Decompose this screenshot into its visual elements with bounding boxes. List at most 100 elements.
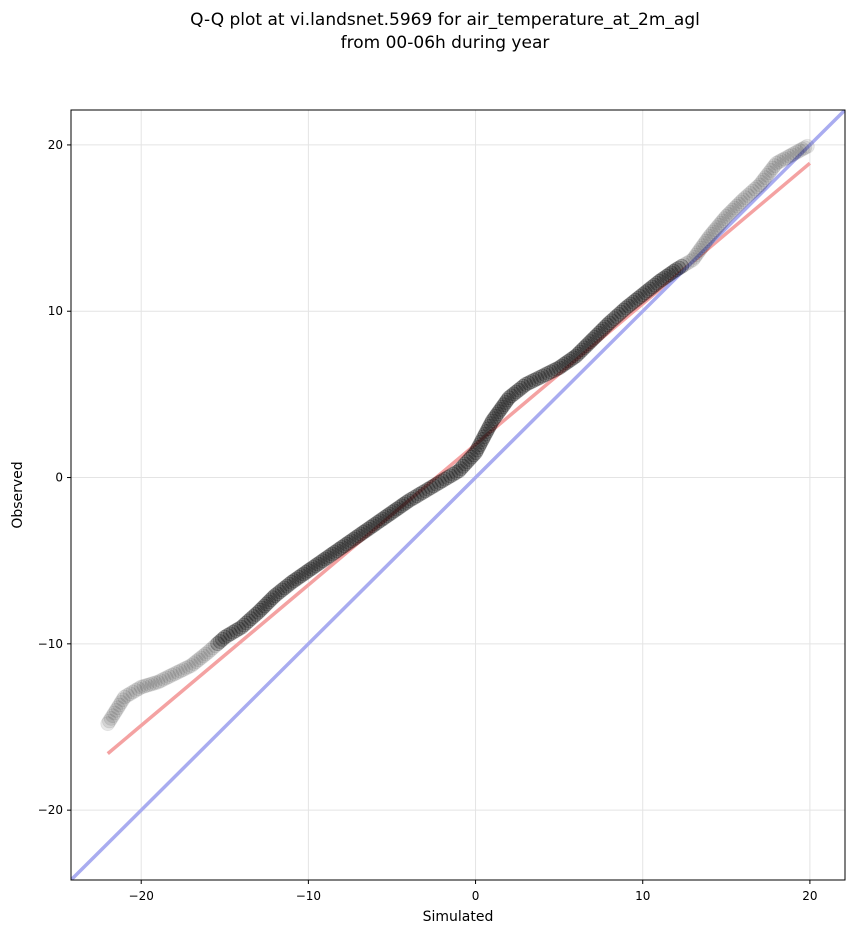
quantile-point-296 xyxy=(779,150,795,165)
quantile-point-41 xyxy=(200,644,216,660)
quantile-point-57 xyxy=(241,613,257,629)
y-tick-label-3: 10 xyxy=(48,304,63,318)
quantile-point-193 xyxy=(554,358,569,374)
quantile-point-16 xyxy=(133,679,149,695)
quantile-point-143 xyxy=(451,463,467,479)
quantile-point-279 xyxy=(742,185,758,201)
quantile-point-40 xyxy=(198,646,214,662)
quantile-point-93 xyxy=(324,546,340,562)
quantile-point-108 xyxy=(360,521,376,537)
quantile-point-263 xyxy=(709,220,725,235)
quantile-point-15 xyxy=(131,681,146,697)
quantile-point-20 xyxy=(144,676,160,692)
quantile-point-3 xyxy=(105,708,121,724)
quantile-point-36 xyxy=(188,654,204,670)
quantile-point-114 xyxy=(375,511,390,527)
quantile-point-283 xyxy=(752,177,768,193)
quantile-point-150 xyxy=(466,447,481,463)
quantile-point-127 xyxy=(406,490,422,505)
quantile-point-28 xyxy=(167,666,183,682)
quantile-point-155 xyxy=(473,434,489,450)
quantile-point-69 xyxy=(267,588,283,604)
quantile-point-180 xyxy=(518,377,534,392)
quantile-points xyxy=(100,138,815,732)
x-axis-label: Simulated xyxy=(423,909,494,925)
quantile-point-247 xyxy=(679,255,695,271)
quantile-point-78 xyxy=(289,571,304,587)
quantile-point-167 xyxy=(491,404,507,420)
quantile-point-48 xyxy=(217,629,233,645)
quantile-point-76 xyxy=(284,574,300,590)
quantile-point-92 xyxy=(322,548,338,564)
quantile-point-30 xyxy=(172,663,188,679)
quantile-point-130 xyxy=(415,485,431,500)
quantile-point-214 xyxy=(599,317,615,333)
quantile-point-242 xyxy=(666,263,682,279)
quantile-point-265 xyxy=(713,215,729,231)
quantile-point-31 xyxy=(175,662,191,678)
quantile-point-84 xyxy=(303,561,319,577)
quantile-point-237 xyxy=(654,272,670,288)
quantile-point-229 xyxy=(635,287,651,303)
chart-title-line-1: Q-Q plot at vi.landsnet.5969 for air_tem… xyxy=(190,10,700,30)
quantile-point-99 xyxy=(339,536,354,552)
quantile-point-238 xyxy=(656,270,672,286)
quantile-point-47 xyxy=(215,631,230,647)
chart-title-line-2: from 00-06h during year xyxy=(341,33,550,53)
quantile-point-246 xyxy=(677,257,692,273)
quantile-point-104 xyxy=(351,528,366,544)
quantile-point-70 xyxy=(269,586,285,602)
quantile-point-254 xyxy=(693,240,709,256)
quantile-point-154 xyxy=(472,437,488,453)
quantile-point-244 xyxy=(671,260,687,276)
quantile-point-177 xyxy=(511,382,526,398)
quantile-point-165 xyxy=(488,408,504,424)
quantile-point-50 xyxy=(222,626,238,642)
quantile-point-248 xyxy=(682,253,698,269)
quantile-point-134 xyxy=(426,478,442,494)
quantile-point-117 xyxy=(382,506,397,522)
y-tick-label-2: 0 xyxy=(55,471,63,485)
quantile-point-87 xyxy=(310,556,326,572)
quantile-point-211 xyxy=(593,323,609,339)
quantile-point-170 xyxy=(496,397,512,413)
quantile-point-240 xyxy=(661,267,677,283)
quantile-point-13 xyxy=(125,684,141,700)
quantile-point-304 xyxy=(799,138,815,154)
series-layer xyxy=(71,110,845,880)
quantile-point-110 xyxy=(365,518,381,534)
quantile-point-18 xyxy=(139,678,155,693)
quantile-point-200 xyxy=(570,346,586,362)
quantile-point-275 xyxy=(733,194,749,210)
quantile-point-68 xyxy=(265,590,281,606)
quantile-point-196 xyxy=(561,353,577,369)
quantile-point-21 xyxy=(147,675,163,691)
quantile-point-94 xyxy=(327,544,343,560)
quantile-point-103 xyxy=(348,530,364,545)
quantile-point-55 xyxy=(236,617,252,633)
quantile-point-65 xyxy=(259,596,274,612)
reference-line-1 xyxy=(71,110,845,880)
quantile-point-26 xyxy=(161,669,177,684)
quantile-point-182 xyxy=(523,374,539,390)
quantile-point-235 xyxy=(649,275,665,291)
quantile-point-122 xyxy=(394,498,409,514)
quantile-point-6 xyxy=(110,700,126,716)
quantile-point-169 xyxy=(494,399,510,415)
quantile-point-139 xyxy=(440,470,456,485)
quantile-point-46 xyxy=(212,634,228,649)
quantile-point-171 xyxy=(498,394,514,410)
quantile-point-35 xyxy=(186,656,202,671)
quantile-point-183 xyxy=(526,372,542,388)
quantile-point-100 xyxy=(341,534,357,550)
quantile-point-79 xyxy=(291,569,307,585)
quantile-point-221 xyxy=(616,302,632,318)
quantile-point-285 xyxy=(756,172,771,188)
y-tick-label-4: 20 xyxy=(48,138,63,152)
quantile-point-259 xyxy=(702,228,717,244)
quantile-point-43 xyxy=(205,640,221,656)
quantile-point-121 xyxy=(391,500,407,515)
quantile-point-39 xyxy=(195,648,211,664)
quantile-point-190 xyxy=(546,363,561,378)
quantile-point-281 xyxy=(747,181,763,197)
